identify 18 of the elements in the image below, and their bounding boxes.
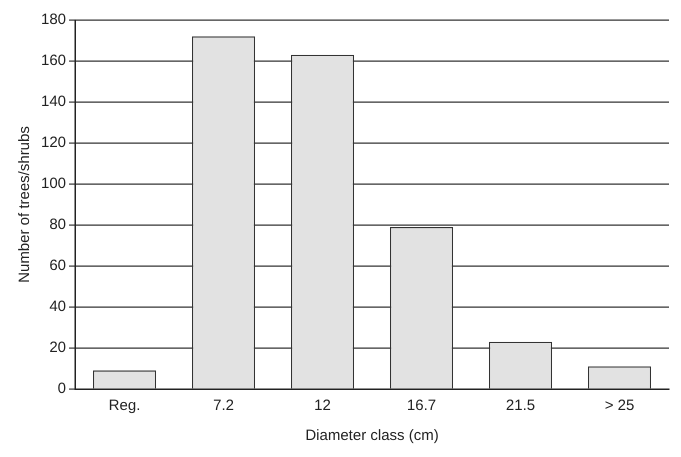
- y-tick-label: 180: [40, 11, 66, 28]
- y-tick-label: 60: [49, 257, 66, 274]
- y-tick-label: 140: [40, 93, 66, 110]
- y-tick-label: 20: [49, 339, 66, 356]
- x-tick-label: 7.2: [213, 397, 234, 414]
- x-tick-label: 16.7: [406, 397, 436, 414]
- y-tick-label: 80: [49, 216, 66, 234]
- y-tick-label: 40: [49, 298, 66, 316]
- x-axis-title: Diameter class (cm): [305, 427, 439, 444]
- y-tick-label: 0: [58, 380, 66, 398]
- y-tick-label: 120: [40, 134, 66, 152]
- x-tick-label: 12: [314, 397, 331, 414]
- y-tick-label: 160: [40, 52, 66, 70]
- x-tick-label: Reg.: [108, 397, 140, 414]
- x-tick-label: > 25: [604, 397, 634, 414]
- y-tick-label: 100: [40, 175, 66, 192]
- y-axis-title: Number of trees/shrubs: [16, 126, 34, 283]
- x-tick-label: 21.5: [506, 397, 536, 414]
